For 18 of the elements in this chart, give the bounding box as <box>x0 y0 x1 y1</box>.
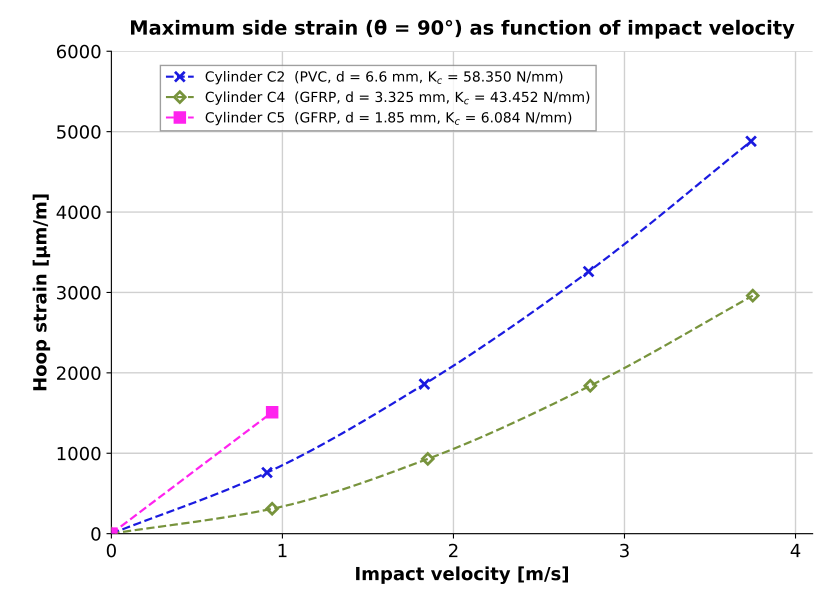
y-tick-label: 2000 <box>57 366 100 380</box>
x-tick-label: 2 <box>449 544 458 558</box>
y-tick-label: 6000 <box>56 44 100 58</box>
legend-label: Cylinder C2 (PVC, d = 6.6 mm, K$_{c}$ = 58.350 N/mm) <box>206 70 562 84</box>
y-tick-label: 4000 <box>56 206 100 220</box>
x-axis-title: Impact velocity [m/s] <box>356 566 568 584</box>
x-tick-label: 1 <box>278 544 286 558</box>
x-tick-label: 4 <box>790 544 800 558</box>
y-axis-title: Hoop strain [µm/m] <box>32 194 50 390</box>
x-tick-label: 0 <box>106 544 116 558</box>
y-tick-label: 1000 <box>58 446 100 460</box>
legend-label: Cylinder C5 (GFRP, d = 1.85 mm, K$_{c}$ = 6.084 N/mm) <box>206 112 572 126</box>
legend-label: Cylinder C4 (GFRP, d = 3.325 mm, K$_{c}$ = 43.452 N/mm) <box>206 91 590 105</box>
chart-title: Maximum side strain (θ = 90°) as function of impact velocity <box>131 20 794 39</box>
y-tick-label: 5000 <box>57 125 100 139</box>
x-tick-label: 3 <box>620 544 629 558</box>
y-tick-label: 3000 <box>57 286 100 300</box>
y-tick-label: 0 <box>91 527 100 541</box>
